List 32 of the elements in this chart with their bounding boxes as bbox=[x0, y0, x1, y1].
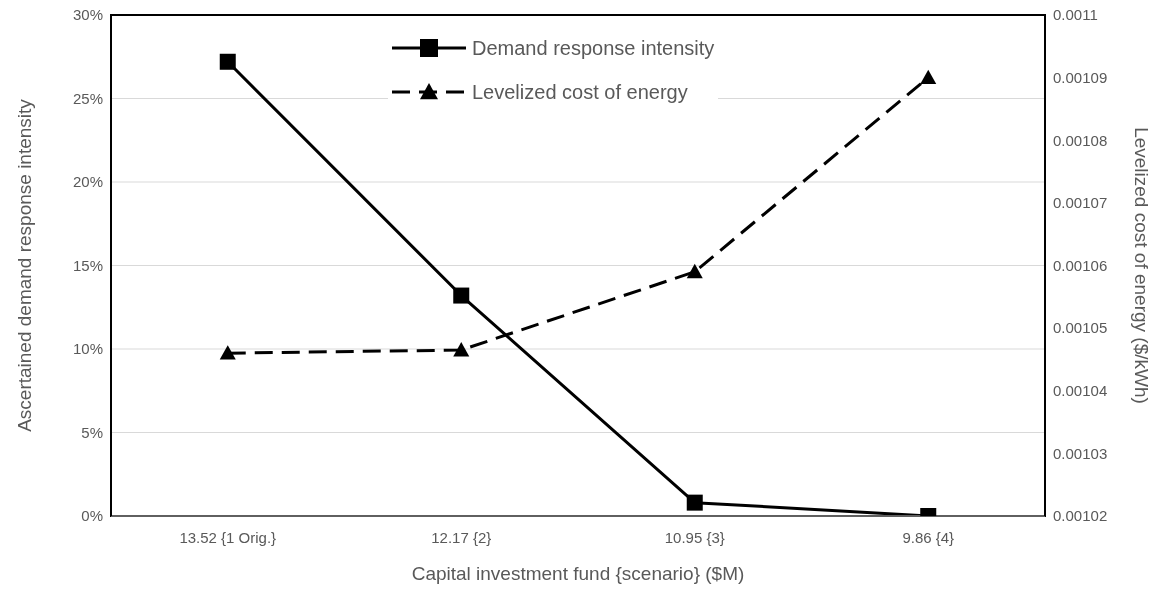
y-tick-label: 5% bbox=[81, 423, 103, 441]
legend-label: Levelized cost of energy bbox=[472, 80, 688, 104]
point bbox=[686, 263, 703, 279]
y2-tick-label: 0.00107 bbox=[1053, 194, 1108, 212]
y2-axis-title: Levelized cost of energy ($/kWh) bbox=[1131, 127, 1153, 404]
point bbox=[920, 69, 937, 85]
y2-tick-label: 0.00103 bbox=[1053, 444, 1108, 462]
x-axis-title: Capital investment fund {scenario} ($M) bbox=[411, 563, 745, 584]
y2-tick-label: 0.0011 bbox=[1053, 6, 1098, 24]
y-tick-label: 20% bbox=[72, 173, 103, 191]
y-tick-label: 0% bbox=[81, 507, 103, 525]
y2-tick-label: 0.00106 bbox=[1053, 256, 1108, 274]
x-tick-label: 12.17 {2} bbox=[431, 528, 492, 546]
point bbox=[219, 345, 236, 360]
point bbox=[453, 287, 470, 304]
x-tick-label: 13.52 {1 Orig.} bbox=[179, 528, 277, 546]
y2-tick-label: 0.00108 bbox=[1053, 131, 1108, 149]
y-tick-label: 15% bbox=[72, 256, 103, 274]
y2-tick-label: 0.00104 bbox=[1053, 382, 1108, 400]
point bbox=[453, 342, 470, 357]
y-tick-label: 10% bbox=[72, 340, 103, 358]
y-tick-label: 25% bbox=[72, 89, 103, 107]
y2-tick-label: 0.00105 bbox=[1053, 319, 1108, 337]
point bbox=[219, 53, 236, 70]
x-tick-label: 9.86 {4} bbox=[902, 528, 955, 546]
y2-tick-label: 0.00109 bbox=[1053, 68, 1108, 86]
legend-label: Demand response intensity bbox=[472, 36, 715, 60]
y-tick-label: 30% bbox=[72, 6, 103, 24]
y2-tick-label: 0.00102 bbox=[1053, 507, 1108, 525]
x-tick-label: 10.95 {3} bbox=[664, 528, 725, 546]
y-axis-title: Ascertained demand response intensity bbox=[13, 98, 35, 432]
point bbox=[686, 494, 703, 511]
